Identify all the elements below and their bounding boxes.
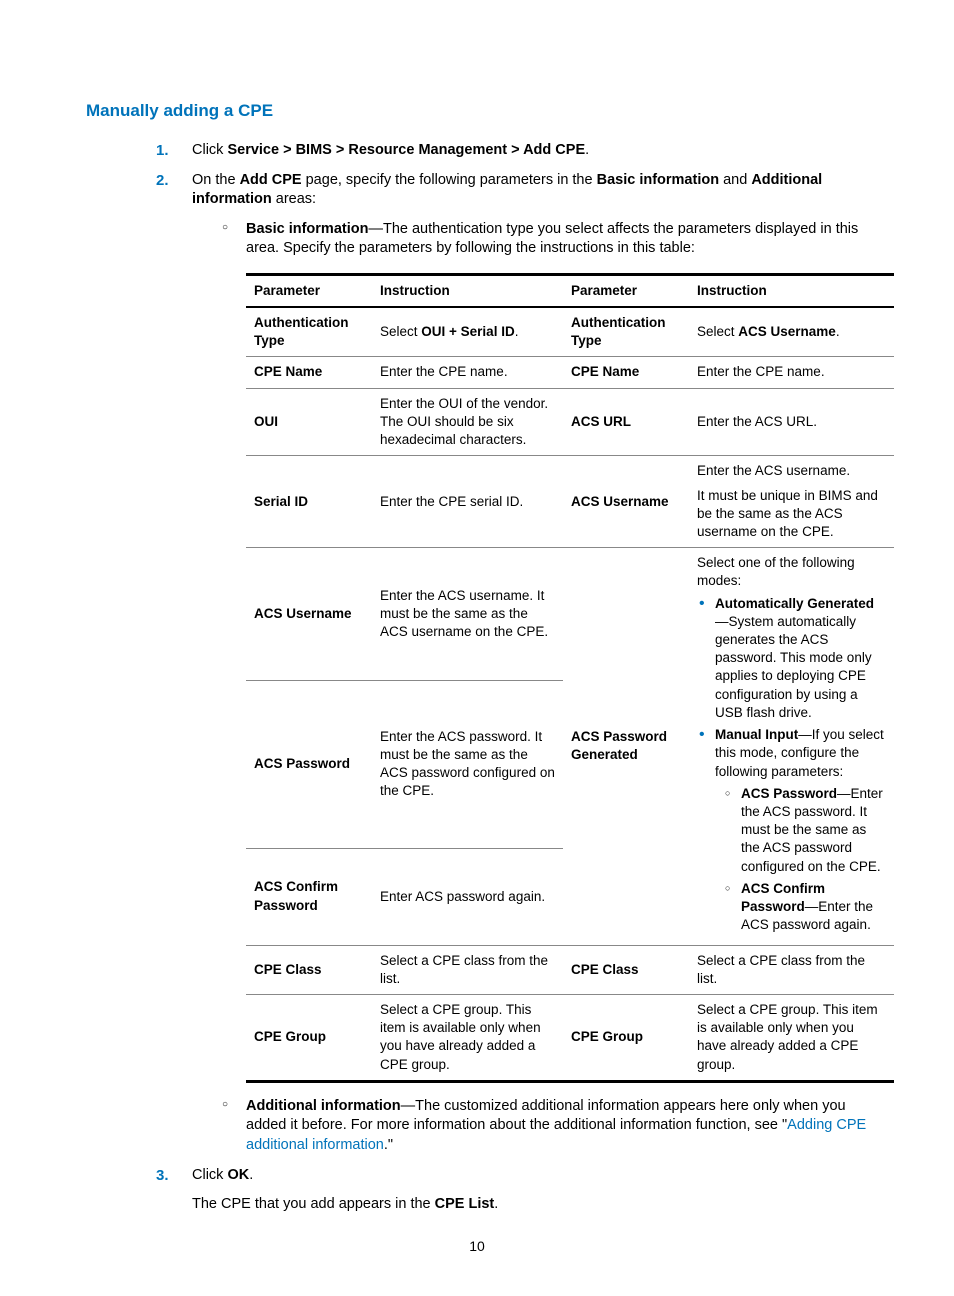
- step-text: On the: [192, 172, 240, 188]
- cell-param: CPE Group: [563, 994, 689, 1081]
- step-number: 2.: [156, 171, 169, 191]
- cell-param: ACS Password Generated: [563, 548, 689, 945]
- cell-inst: Enter the ACS username. It must be uniqu…: [689, 456, 894, 548]
- cell-inst: Enter the CPE name.: [689, 357, 894, 388]
- cell-sub-list: ACS Password—Enter the ACS password. It …: [727, 785, 886, 935]
- cell-param: OUI: [246, 388, 372, 456]
- table-row: CPE Group Select a CPE group. This item …: [246, 994, 894, 1081]
- cell-param: CPE Class: [246, 945, 372, 994]
- cell-bullet: Automatically Generated—System automatic…: [715, 595, 886, 723]
- cell-param: CPE Group: [246, 994, 372, 1081]
- step-number: 1.: [156, 141, 169, 161]
- section-heading: Manually adding a CPE: [86, 100, 868, 123]
- cell-param: ACS URL: [563, 388, 689, 456]
- inline-bold: OK: [227, 1167, 249, 1183]
- step-text: .: [249, 1167, 253, 1183]
- cell-param: Serial ID: [246, 456, 372, 548]
- step-path: Service > BIMS > Resource Management > A…: [227, 142, 585, 158]
- cell-inst: Enter the ACS URL.: [689, 388, 894, 456]
- cell-param: ACS Username: [563, 456, 689, 548]
- th-parameter: Parameter: [563, 274, 689, 307]
- steps-list: 1. Click Service > BIMS > Resource Manag…: [156, 141, 868, 1215]
- table-row: CPE Class Select a CPE class from the li…: [246, 945, 894, 994]
- cell-sub-bullet: ACS Password—Enter the ACS password. It …: [727, 785, 886, 876]
- cell-inst: Enter the ACS username. It must be the s…: [372, 548, 563, 680]
- step-2: 2. On the Add CPE page, specify the foll…: [156, 171, 868, 1156]
- table-row: Serial ID Enter the CPE serial ID. ACS U…: [246, 456, 894, 548]
- page-number: 10: [0, 1237, 954, 1256]
- step-3: 3. Click OK. The CPE that you add appear…: [156, 1166, 868, 1215]
- cell-param: CPE Class: [563, 945, 689, 994]
- basic-info-bullet: Basic information—The authentication typ…: [222, 220, 868, 1083]
- cell-inst: Enter the OUI of the vendor. The OUI sho…: [372, 388, 563, 456]
- cell-param: Authentication Type: [246, 307, 372, 357]
- inline-bold: Basic information: [597, 172, 719, 188]
- step-text: page, specify the following parameters i…: [302, 172, 597, 188]
- step-followup: The CPE that you add appears in the CPE …: [192, 1195, 868, 1215]
- table-row: OUI Enter the OUI of the vendor. The OUI…: [246, 388, 894, 456]
- cell-sub-bullet: ACS Confirm Password—Enter the ACS passw…: [727, 880, 886, 935]
- cell-bullet-list: Automatically Generated—System automatic…: [697, 595, 886, 935]
- th-instruction: Instruction: [372, 274, 563, 307]
- cell-inst: Select one of the following modes: Autom…: [689, 548, 894, 945]
- cell-inst: Select a CPE group. This item is availab…: [372, 994, 563, 1081]
- step-text: and: [719, 172, 751, 188]
- table-row: ACS Username Enter the ACS username. It …: [246, 548, 894, 680]
- cell-inst: Enter the CPE name.: [372, 357, 563, 388]
- cell-param: ACS Password: [246, 680, 372, 848]
- step-text: Click: [192, 142, 227, 158]
- th-parameter: Parameter: [246, 274, 372, 307]
- cell-inst: Select a CPE class from the list.: [372, 945, 563, 994]
- parameter-table: Parameter Instruction Parameter Instruct…: [246, 273, 894, 1083]
- th-instruction: Instruction: [689, 274, 894, 307]
- cell-param: ACS Username: [246, 548, 372, 680]
- cell-inst: Select ACS Username.: [689, 307, 894, 357]
- bullet-text: .": [384, 1137, 393, 1153]
- bullet-label: Additional information: [246, 1098, 401, 1114]
- cell-param: CPE Name: [246, 357, 372, 388]
- inline-bold: Add CPE: [240, 172, 302, 188]
- cell-inst: Enter ACS password again.: [372, 848, 563, 945]
- cell-inst: Select OUI + Serial ID.: [372, 307, 563, 357]
- additional-info-bullet: Additional information—The customized ad…: [222, 1097, 868, 1156]
- table-row: Authentication Type Select OUI + Serial …: [246, 307, 894, 357]
- step-1: 1. Click Service > BIMS > Resource Manag…: [156, 141, 868, 161]
- cell-param: ACS Confirm Password: [246, 848, 372, 945]
- sub-bullets: Basic information—The authentication typ…: [222, 220, 868, 1156]
- step-text: Click: [192, 1167, 227, 1183]
- cell-bullet: Manual Input—If you select this mode, co…: [715, 726, 886, 934]
- table-row: CPE Name Enter the CPE name. CPE Name En…: [246, 357, 894, 388]
- step-number: 3.: [156, 1166, 169, 1186]
- cell-line: Enter the ACS username.: [697, 462, 886, 480]
- cell-param: CPE Name: [563, 357, 689, 388]
- cell-inst: Select a CPE class from the list.: [689, 945, 894, 994]
- step-text: areas:: [272, 191, 316, 207]
- bullet-label: Basic information: [246, 221, 368, 237]
- cell-line: Select one of the following modes:: [697, 554, 886, 590]
- cell-inst: Enter the CPE serial ID.: [372, 456, 563, 548]
- step-text: .: [585, 142, 589, 158]
- cell-inst: Enter the ACS password. It must be the s…: [372, 680, 563, 848]
- cell-line: It must be unique in BIMS and be the sam…: [697, 487, 886, 542]
- cell-inst: Select a CPE group. This item is availab…: [689, 994, 894, 1081]
- cell-param: Authentication Type: [563, 307, 689, 357]
